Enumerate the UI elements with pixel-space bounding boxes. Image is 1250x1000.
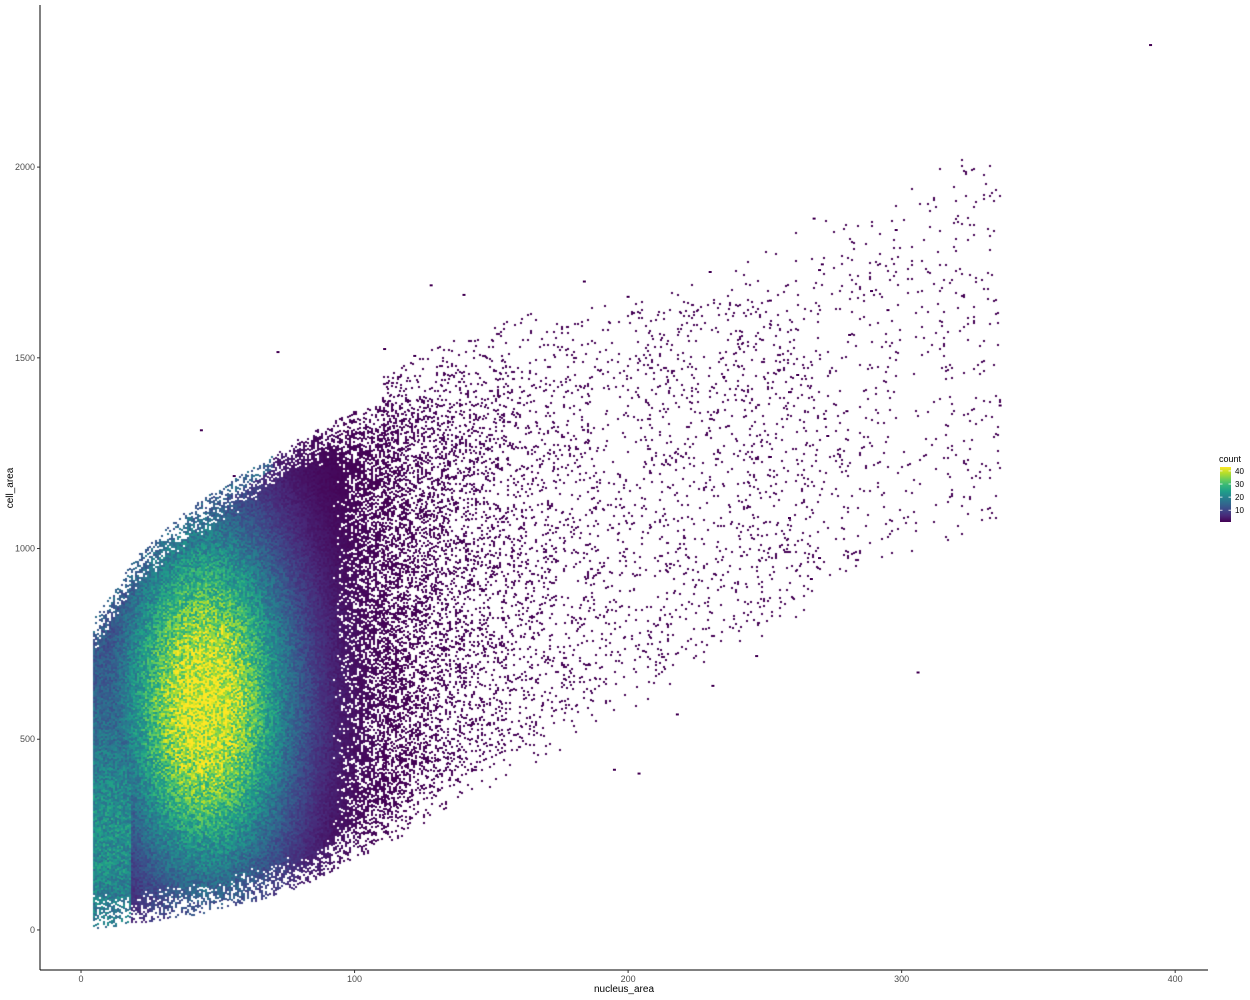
outlier-point bbox=[626, 295, 630, 298]
outlier-point bbox=[826, 435, 830, 438]
outlier-point bbox=[199, 429, 203, 432]
outlier-point bbox=[755, 655, 759, 658]
y-ticks: 0 500 1000 1500 2000 bbox=[15, 162, 40, 935]
outlier-point bbox=[768, 455, 772, 458]
y-tick-label: 1500 bbox=[15, 353, 35, 363]
outlier-point bbox=[820, 263, 824, 266]
y-tick-label: 1000 bbox=[15, 544, 35, 554]
outlier-point bbox=[232, 475, 236, 478]
outlier-point bbox=[462, 293, 466, 296]
x-tick-label: 100 bbox=[347, 974, 362, 984]
outlier-point bbox=[809, 578, 813, 581]
x-tick-label: 400 bbox=[1168, 974, 1183, 984]
outlier-point bbox=[612, 768, 616, 771]
outlier-point bbox=[916, 671, 920, 674]
outlier-point bbox=[787, 391, 791, 394]
outlier-point bbox=[383, 348, 387, 351]
y-tick-label: 0 bbox=[30, 925, 35, 935]
x-tick-label: 200 bbox=[621, 974, 636, 984]
legend-label: 30 bbox=[1235, 480, 1244, 489]
outlier-point bbox=[1149, 44, 1153, 47]
y-axis-title: cell_area bbox=[5, 467, 16, 508]
outlier-point bbox=[894, 229, 898, 232]
outlier-point bbox=[787, 517, 791, 520]
outlier-point bbox=[276, 351, 280, 354]
x-tick-label: 300 bbox=[894, 974, 909, 984]
outlier-point bbox=[848, 333, 852, 336]
outlier-point bbox=[886, 309, 890, 312]
outlier-point bbox=[711, 684, 715, 687]
x-tick-label: 0 bbox=[79, 974, 84, 984]
outlier-point bbox=[870, 290, 874, 293]
outlier-point bbox=[796, 373, 800, 376]
outlier-point bbox=[637, 772, 641, 775]
outlier-point bbox=[708, 270, 712, 273]
y-tick-label: 500 bbox=[20, 734, 35, 744]
outlier-point bbox=[818, 269, 822, 272]
outlier-point bbox=[675, 713, 679, 716]
outlier-point bbox=[812, 217, 816, 220]
outlier-point bbox=[998, 404, 1002, 407]
y-tick-label: 2000 bbox=[15, 162, 35, 172]
legend-colorbar bbox=[1220, 467, 1231, 522]
legend-label: 40 bbox=[1235, 467, 1244, 476]
outlier-point bbox=[845, 410, 849, 413]
legend-label: 10 bbox=[1235, 506, 1244, 515]
legend-label: 20 bbox=[1235, 493, 1244, 502]
axes bbox=[39, 5, 1208, 971]
legend-ticks: 10 20 30 40 bbox=[1220, 467, 1244, 515]
outlier-point bbox=[413, 354, 417, 357]
legend-title: count bbox=[1219, 454, 1242, 464]
x-ticks: 0 100 200 300 400 bbox=[79, 970, 1183, 984]
outlier-point bbox=[429, 284, 433, 287]
outlier-point bbox=[722, 375, 726, 378]
outlier-point bbox=[818, 557, 822, 560]
legend: count 10 20 30 40 bbox=[1219, 454, 1244, 522]
outlier-point bbox=[582, 280, 586, 283]
outlier-point bbox=[768, 299, 772, 302]
outlier-point bbox=[823, 417, 827, 420]
x-axis-title: nucleus_area bbox=[594, 984, 654, 995]
